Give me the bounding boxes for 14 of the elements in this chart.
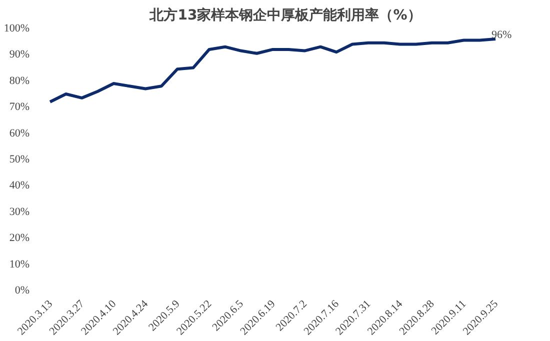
line-series bbox=[48, 37, 497, 104]
y-tick-label: 10% bbox=[9, 258, 30, 270]
y-tick-label: 30% bbox=[9, 206, 30, 218]
y-tick-label: 0% bbox=[14, 284, 30, 296]
y-tick-label: 50% bbox=[9, 154, 30, 166]
chart-title: 北方13家样本钢企中厚板产能利用率（%） bbox=[148, 6, 422, 24]
y-tick-label: 70% bbox=[9, 101, 30, 114]
data-label: 96% bbox=[492, 28, 512, 41]
y-tick-label: 100% bbox=[4, 22, 30, 34]
y-tick-label: 90% bbox=[9, 48, 30, 61]
y-tick-label: 80% bbox=[9, 74, 30, 87]
y-tick-label: 40% bbox=[9, 180, 30, 192]
y-tick-label: 60% bbox=[9, 127, 30, 140]
y-tick-label: 20% bbox=[9, 232, 30, 244]
